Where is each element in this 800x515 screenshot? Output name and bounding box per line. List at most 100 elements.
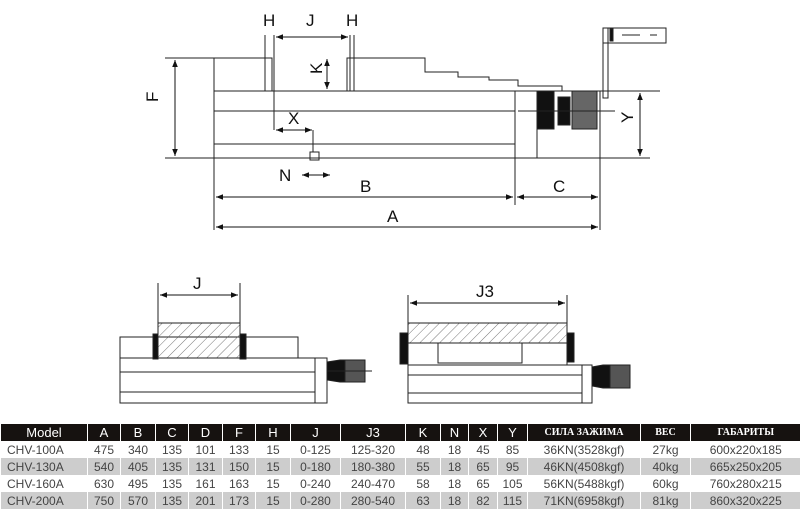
- col-header: N: [440, 424, 469, 441]
- col-header: F: [222, 424, 256, 441]
- label-n: N: [279, 166, 291, 185]
- table-cell: 0-180: [290, 458, 341, 475]
- spindle-nut: [536, 90, 555, 130]
- col-header: ГАБАРИТЫ: [690, 424, 800, 441]
- table-cell: 135: [155, 458, 189, 475]
- col-header: J3: [340, 424, 406, 441]
- table-cell: 495: [120, 475, 156, 492]
- table-cell: 665x250x205: [690, 458, 800, 475]
- table-cell: 82: [468, 492, 498, 509]
- table-cell: 15: [255, 441, 291, 458]
- table-cell: 240-470: [340, 475, 406, 492]
- col-header: J: [290, 424, 341, 441]
- table-cell: 135: [155, 492, 189, 509]
- table-cell: 340: [120, 441, 156, 458]
- fixed-jaw: [213, 57, 273, 158]
- workpiece-wide: [407, 322, 568, 344]
- table-cell: 131: [188, 458, 223, 475]
- table-cell: 630: [87, 475, 121, 492]
- table-cell: 18: [440, 492, 469, 509]
- label-h-right: H: [346, 11, 358, 30]
- side-view-standard: [119, 283, 372, 404]
- table-cell: 15: [255, 492, 291, 509]
- col-header: K: [405, 424, 441, 441]
- label-a: A: [387, 207, 399, 226]
- table-cell: 750: [87, 492, 121, 509]
- crank-handle: [602, 27, 609, 99]
- col-header: X: [468, 424, 498, 441]
- table-cell: 105: [497, 475, 528, 492]
- label-x: X: [288, 109, 299, 128]
- table-cell: 405: [120, 458, 156, 475]
- col-header: Y: [497, 424, 528, 441]
- table-cell: 60kg: [640, 475, 691, 492]
- table-cell: 36KN(3528kgf): [527, 441, 641, 458]
- table-row: CHV-200A 750 570 135 201 173 15 0-280 280-540 63 1…: [0, 492, 800, 509]
- table-cell: 0-125: [290, 441, 341, 458]
- table-cell: 18: [440, 441, 469, 458]
- col-header: A: [87, 424, 121, 441]
- table-row: CHV-100A 475 340 135 101 133 15 0-125 125-320 48 1…: [0, 441, 800, 458]
- top-dimensions: [172, 34, 643, 230]
- table-cell: 163: [222, 475, 256, 492]
- table-cell: 201: [188, 492, 223, 509]
- table-cell: 115: [497, 492, 528, 509]
- label-k: K: [307, 62, 326, 74]
- table-cell: 46KN(4508kgf): [527, 458, 641, 475]
- table-cell: 0-240: [290, 475, 341, 492]
- table-cell: 280-540: [340, 492, 406, 509]
- table-cell: 161: [188, 475, 223, 492]
- col-header: D: [188, 424, 223, 441]
- top-view: [165, 27, 667, 230]
- col-header: ВЕС: [640, 424, 691, 441]
- table-cell: 48: [405, 441, 441, 458]
- table-cell: 173: [222, 492, 256, 509]
- top-labels: H J H K F X N B C A Y: [143, 11, 637, 226]
- table-cell: 81kg: [640, 492, 691, 509]
- table-cell: 133: [222, 441, 256, 458]
- table-cell: 600x220x185: [690, 441, 800, 458]
- col-header: СИЛА ЗАЖИМА: [527, 424, 641, 441]
- model-cell: CHV-100A: [0, 441, 88, 458]
- table-cell: 18: [440, 475, 469, 492]
- label-j-bottom: J: [193, 274, 202, 293]
- table-cell: 56KN(5488kgf): [527, 475, 641, 492]
- model-cell: CHV-200A: [0, 492, 88, 509]
- col-header: Model: [0, 424, 88, 441]
- col-header: B: [120, 424, 156, 441]
- table-cell: 55: [405, 458, 441, 475]
- table-cell: 180-380: [340, 458, 406, 475]
- table-cell: 18: [440, 458, 469, 475]
- table-cell: 860x320x225: [690, 492, 800, 509]
- table-cell: 45: [468, 441, 498, 458]
- label-h-left: H: [263, 11, 275, 30]
- table-cell: 570: [120, 492, 156, 509]
- table-cell: 475: [87, 441, 121, 458]
- table-cell: 760x280x215: [690, 475, 800, 492]
- label-j: J: [306, 11, 315, 30]
- table-header: Model A B C D F H J J3 K N X Y СИЛА ЗАЖИ…: [0, 424, 800, 441]
- vise-drawing: H J H K F X N B C A Y J: [119, 11, 667, 404]
- table-row: CHV-130A 540 405 135 131 150 15 0-180 180-380 55 1…: [0, 458, 800, 475]
- side-view-wide: [399, 295, 631, 404]
- table-cell: 71KN(6958kgf): [527, 492, 641, 509]
- table-cell: 101: [188, 441, 223, 458]
- col-header: H: [255, 424, 291, 441]
- table-cell: 85: [497, 441, 528, 458]
- table-cell: 65: [468, 475, 498, 492]
- table-cell: 125-320: [340, 441, 406, 458]
- moving-jaw: [346, 57, 563, 91]
- spec-table: Model A B C D F H J J3 K N X Y СИЛА ЗАЖИ…: [0, 424, 800, 509]
- table-cell: 63: [405, 492, 441, 509]
- table-row: CHV-160A 630 495 135 161 163 15 0-240 240-470 58 1…: [0, 475, 800, 492]
- model-cell: CHV-130A: [0, 458, 88, 475]
- label-b: B: [360, 177, 371, 196]
- table-cell: 40kg: [640, 458, 691, 475]
- table-cell: 95: [497, 458, 528, 475]
- col-header: C: [155, 424, 189, 441]
- label-c: C: [553, 177, 565, 196]
- table-cell: 65: [468, 458, 498, 475]
- label-y: Y: [618, 112, 637, 123]
- vise-body: [213, 90, 516, 159]
- table-cell: 15: [255, 458, 291, 475]
